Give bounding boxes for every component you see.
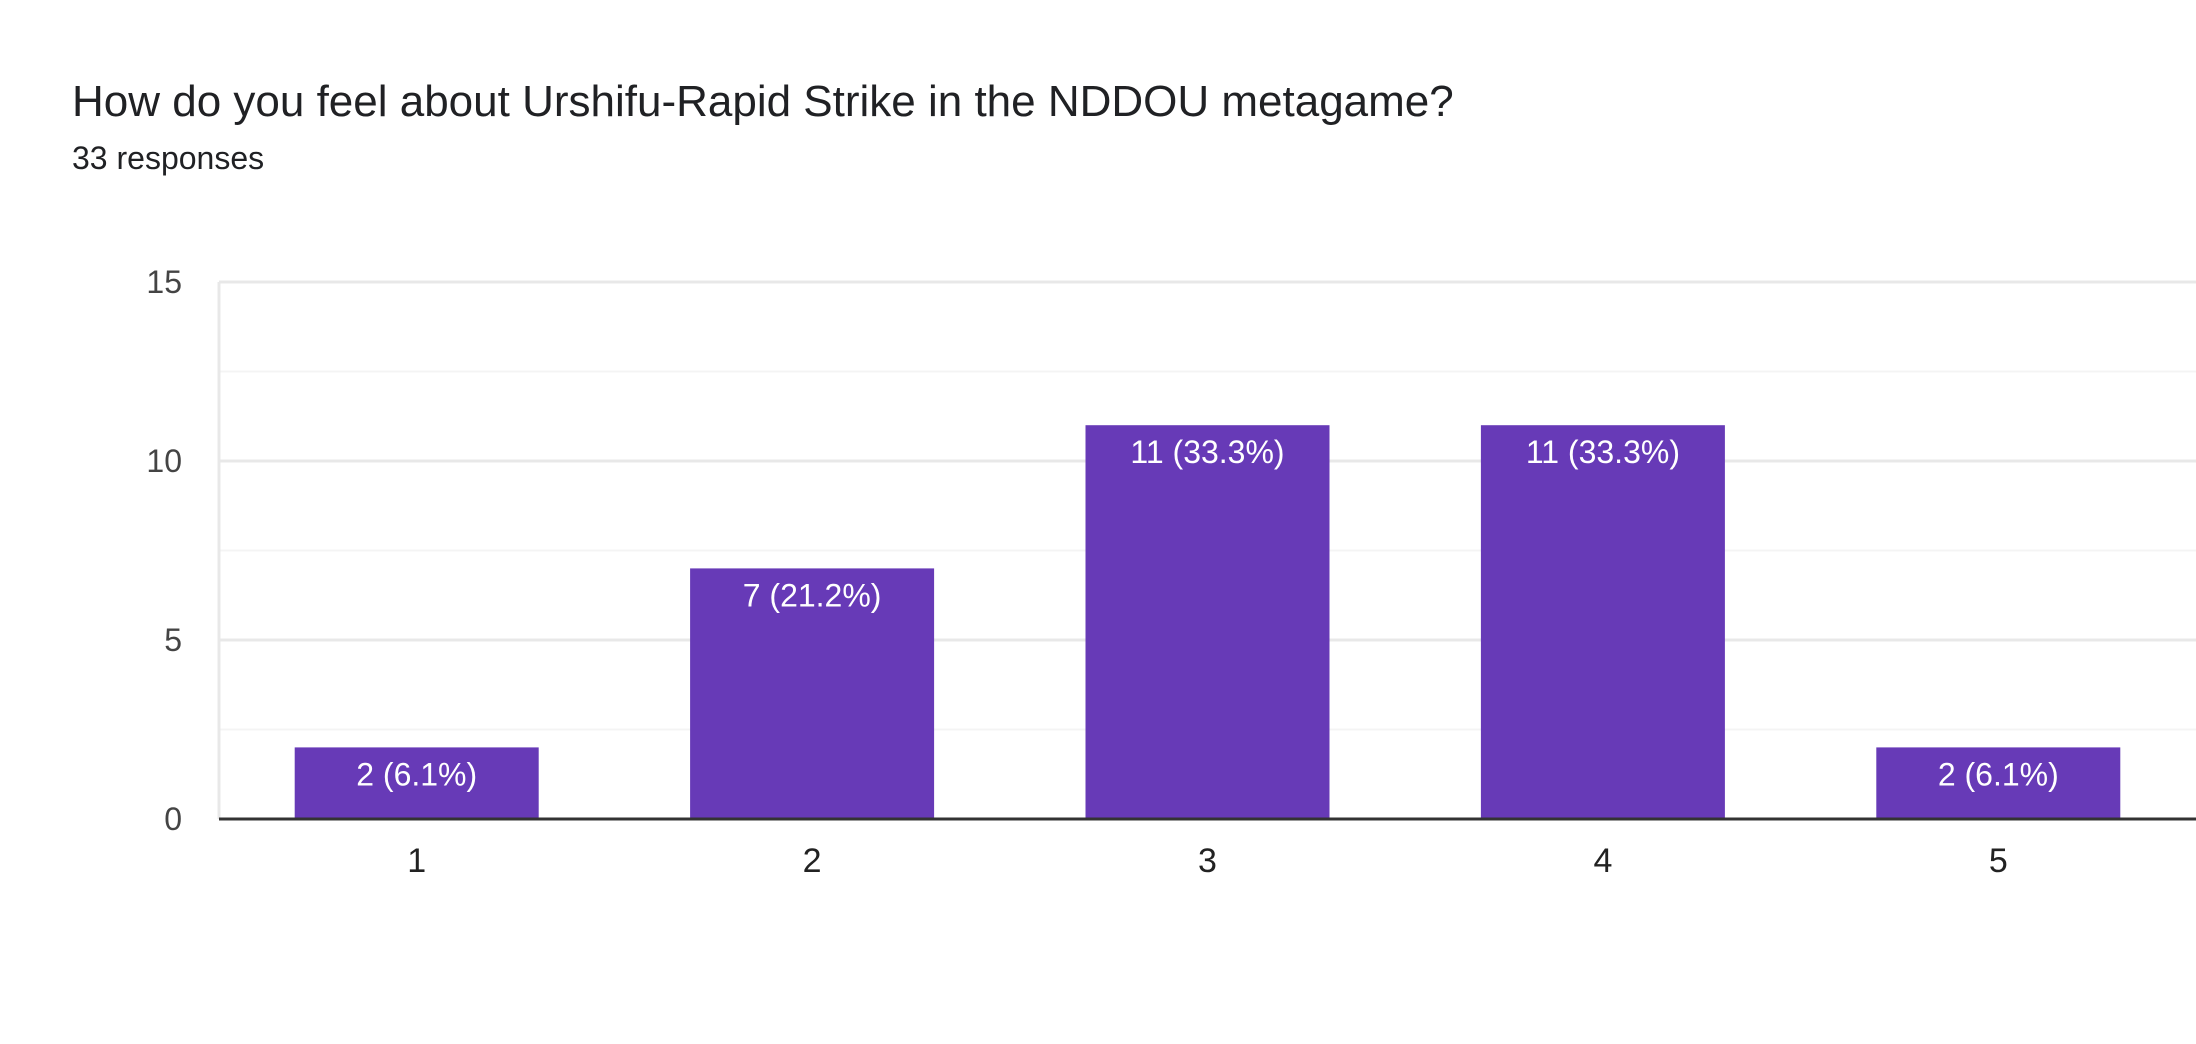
chart-title: How do you feel about Urshifu-Rapid Stri… bbox=[72, 77, 1454, 126]
bar bbox=[294, 747, 539, 819]
x-tick-label: 4 bbox=[1593, 842, 1612, 880]
bar-data-label: 2 (6.1%) bbox=[356, 756, 477, 792]
chart-header: How do you feel about Urshifu-Rapid Stri… bbox=[72, 74, 1454, 178]
bar bbox=[690, 568, 935, 819]
bar-data-label: 7 (21.2%) bbox=[743, 577, 882, 613]
x-tick-label: 2 bbox=[803, 842, 822, 880]
bar bbox=[1085, 425, 1330, 819]
response-count: 33 responses bbox=[72, 140, 265, 176]
y-tick-label: 0 bbox=[164, 801, 182, 837]
bar-data-label: 11 (33.3%) bbox=[1526, 434, 1680, 470]
bar-layer bbox=[294, 425, 2121, 819]
y-tick-label: 10 bbox=[146, 443, 182, 479]
x-tick-label: 5 bbox=[1989, 842, 2008, 880]
axis-layer: 0 5 10 15 1 2 3 4 5 bbox=[146, 264, 2196, 880]
y-tick-label: 5 bbox=[164, 622, 182, 658]
x-tick-label: 3 bbox=[1198, 842, 1217, 880]
bar-data-label: 2 (6.1%) bbox=[1938, 756, 2059, 792]
y-tick-label: 15 bbox=[146, 264, 182, 300]
label-layer: 2 (6.1%) 7 (21.2%) 11 (33.3%) 11 (33.3%) 2 (… bbox=[356, 434, 2059, 792]
bar bbox=[1480, 425, 1725, 819]
bar bbox=[1876, 747, 2121, 819]
x-tick-label: 1 bbox=[407, 842, 426, 880]
bar-data-label: 11 (33.3%) bbox=[1130, 434, 1284, 470]
